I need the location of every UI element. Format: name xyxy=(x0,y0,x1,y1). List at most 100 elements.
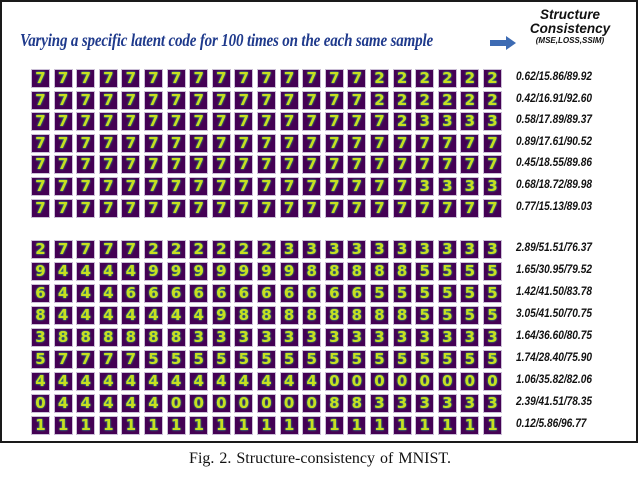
digit-tile: 7 xyxy=(279,177,299,196)
digit-glyph: 1 xyxy=(329,416,340,434)
digit-glyph: 5 xyxy=(374,284,385,302)
digit-glyph: 7 xyxy=(329,198,340,217)
digit-tile: 8 xyxy=(324,306,344,325)
digit-tile: 9 xyxy=(31,262,50,281)
digit-tile: 9 xyxy=(211,306,231,325)
digit-tile: 7 xyxy=(257,133,276,153)
metric-value: 1.42/41.50/83.78 xyxy=(516,286,592,298)
digit-glyph: 7 xyxy=(148,177,159,195)
digit-tile: 7 xyxy=(437,133,457,153)
digit-tile: 7 xyxy=(144,155,163,175)
digit-tile: 4 xyxy=(98,306,118,325)
digit-glyph: 7 xyxy=(351,155,363,174)
digit-tile: 2 xyxy=(211,240,231,259)
digit-glyph: 5 xyxy=(35,350,46,368)
digit-tile: 4 xyxy=(53,262,73,281)
digit-glyph: 7 xyxy=(103,69,114,87)
digit-tile: 7 xyxy=(211,155,231,175)
digit-tile: 7 xyxy=(76,133,96,153)
digit-glyph: 7 xyxy=(57,112,69,131)
digit-tile: 7 xyxy=(31,90,50,110)
digit-tile: 7 xyxy=(483,133,502,153)
digit-glyph: 8 xyxy=(329,262,340,280)
digit-tile: 8 xyxy=(302,306,322,325)
metric-value: 1.65/30.95/79.52 xyxy=(516,264,592,276)
digit-tile: 7 xyxy=(234,198,254,218)
digit-glyph: 4 xyxy=(103,284,114,302)
digit-tile: 1 xyxy=(189,416,209,435)
digit-glyph: 8 xyxy=(283,306,295,324)
digit-tile: 7 xyxy=(324,112,344,132)
digit-glyph: 7 xyxy=(193,177,204,195)
digit-tile: 9 xyxy=(166,262,186,281)
digit-tile: 5 xyxy=(483,306,502,325)
metric-value: 0.42/16.91/92.60 xyxy=(516,92,592,105)
digit-glyph: 7 xyxy=(283,133,295,152)
digit-tile: 6 xyxy=(166,284,186,303)
digit-tile: 0 xyxy=(347,372,367,391)
digit-glyph: 7 xyxy=(148,112,159,131)
digit-tile: 5 xyxy=(483,350,502,369)
digit-glyph: 7 xyxy=(216,112,227,131)
digit-glyph: 8 xyxy=(306,262,317,280)
digit-tile: 7 xyxy=(460,155,480,175)
metric-value: 0.12/5.86/96.77 xyxy=(516,418,587,430)
digit-glyph: 5 xyxy=(396,350,408,368)
digit-glyph: 2 xyxy=(238,240,250,258)
digit-glyph: 2 xyxy=(35,240,46,258)
digit-glyph: 3 xyxy=(419,240,430,258)
digit-tile: 7 xyxy=(302,69,322,88)
metric-value: 0.45/18.55/89.86 xyxy=(516,157,592,170)
digit-tile: 7 xyxy=(324,177,344,196)
digit-glyph: 7 xyxy=(238,198,250,217)
digit-tile: 7 xyxy=(302,198,322,218)
digit-tile: 7 xyxy=(211,198,231,218)
digit-glyph: 7 xyxy=(35,177,46,195)
digit-glyph: 0 xyxy=(351,372,363,390)
digit-glyph: 1 xyxy=(216,416,227,434)
digit-tile: 4 xyxy=(76,372,96,391)
digit-tile: 5 xyxy=(302,350,322,369)
digit-tile: 4 xyxy=(53,394,73,413)
digit-tile: 1 xyxy=(53,416,73,435)
digit-glyph: 0 xyxy=(419,372,430,390)
digit-glyph: 6 xyxy=(125,284,137,302)
metric-value: 0.89/17.61/90.52 xyxy=(516,135,592,148)
digit-glyph: 2 xyxy=(396,69,408,87)
digit-tile: 2 xyxy=(370,90,389,110)
digit-tile: 5 xyxy=(415,284,435,303)
digit-glyph: 4 xyxy=(80,372,91,390)
digit-glyph: 7 xyxy=(464,198,476,217)
digit-glyph: 7 xyxy=(193,69,204,87)
digit-tile: 8 xyxy=(347,394,367,413)
digit-glyph: 7 xyxy=(238,90,250,109)
digit-tile: 5 xyxy=(483,262,502,281)
digit-glyph: 0 xyxy=(170,394,182,412)
digit-tile: 3 xyxy=(460,112,480,132)
digit-tile: 7 xyxy=(144,90,163,110)
digit-tile: 3 xyxy=(415,394,435,413)
digit-tile: 1 xyxy=(76,416,96,435)
digit-glyph: 9 xyxy=(216,306,227,324)
digit-tile: 9 xyxy=(234,262,254,281)
digit-glyph: 1 xyxy=(103,416,114,434)
digit-tile: 3 xyxy=(415,112,435,132)
digit-tile: 3 xyxy=(302,328,322,347)
digit-tile: 5 xyxy=(370,284,389,303)
digit-glyph: 7 xyxy=(57,69,69,87)
digit-glyph: 8 xyxy=(374,306,385,324)
digit-tile: 7 xyxy=(324,133,344,153)
digit-tile: 7 xyxy=(53,155,73,175)
digit-tile: 1 xyxy=(392,416,412,435)
digit-tile: 5 xyxy=(347,350,367,369)
digit-glyph: 7 xyxy=(306,90,317,109)
digit-glyph: 9 xyxy=(261,262,272,280)
digit-glyph: 7 xyxy=(351,133,363,152)
digit-glyph: 1 xyxy=(238,416,250,434)
digit-tile: 2 xyxy=(437,69,457,88)
digit-tile: 3 xyxy=(234,328,254,347)
digit-glyph: 1 xyxy=(261,416,272,434)
digit-tile: 4 xyxy=(98,262,118,281)
digit-glyph: 4 xyxy=(80,306,91,324)
digit-glyph: 4 xyxy=(170,372,182,390)
